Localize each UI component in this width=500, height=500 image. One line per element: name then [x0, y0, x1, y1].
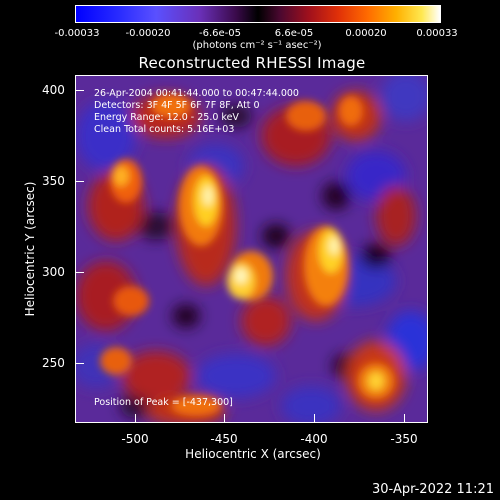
x-tick-label: -450	[210, 432, 238, 446]
colorbar-tick: 6.6e-05	[274, 28, 314, 39]
image-title: Reconstructed RHESSI Image	[138, 54, 366, 72]
image-canvas	[76, 76, 427, 422]
x-tick-label: -350	[390, 432, 418, 446]
rhessi-image	[75, 75, 428, 423]
x-axis-label: Heliocentric X (arcsec)	[185, 447, 321, 461]
y-tick-label: 400	[42, 83, 65, 97]
colorbar-tick: -0.00033	[54, 28, 100, 39]
observation-time: 26-Apr-2004 00:41:44.000 to 00:47:44.000	[94, 88, 299, 99]
x-tick-mark	[135, 414, 136, 423]
y-tick-mark	[75, 363, 84, 364]
colorbar-tick: -6.6e-05	[199, 28, 241, 39]
y-tick-mark	[75, 90, 84, 91]
y-tick-label: 300	[42, 265, 65, 279]
clean-total-counts: Clean Total counts: 5.16E+03	[94, 124, 235, 135]
y-tick-label: 350	[42, 174, 65, 188]
y-axis-label: Heliocentric Y (arcsec)	[23, 181, 37, 317]
y-tick-mark	[75, 272, 84, 273]
x-tick-label: -500	[121, 432, 149, 446]
peak-position: Position of Peak = [-437,300]	[94, 397, 233, 408]
x-tick-label: -400	[300, 432, 328, 446]
colorbar-tick: -0.00020	[125, 28, 171, 39]
observation-info: 26-Apr-2004 00:41:44.000 to 00:47:44.000…	[94, 88, 299, 136]
y-tick-mark	[75, 181, 84, 182]
colorbar-tick: 0.00033	[416, 28, 458, 39]
detectors-info: Detectors: 3F 4F 5F 6F 7F 8F, Att 0	[94, 100, 260, 111]
generation-timestamp: 30-Apr-2022 11:21	[372, 482, 494, 497]
energy-range: Energy Range: 12.0 - 25.0 keV	[94, 112, 239, 123]
colorbar-tick: 0.00020	[345, 28, 387, 39]
x-tick-mark	[404, 414, 405, 423]
x-tick-mark	[224, 414, 225, 423]
x-tick-mark	[314, 414, 315, 423]
colorbar-units: (photons cm⁻² s⁻¹ asec⁻²)	[192, 40, 322, 51]
colorbar	[75, 5, 441, 23]
y-tick-label: 250	[42, 356, 65, 370]
